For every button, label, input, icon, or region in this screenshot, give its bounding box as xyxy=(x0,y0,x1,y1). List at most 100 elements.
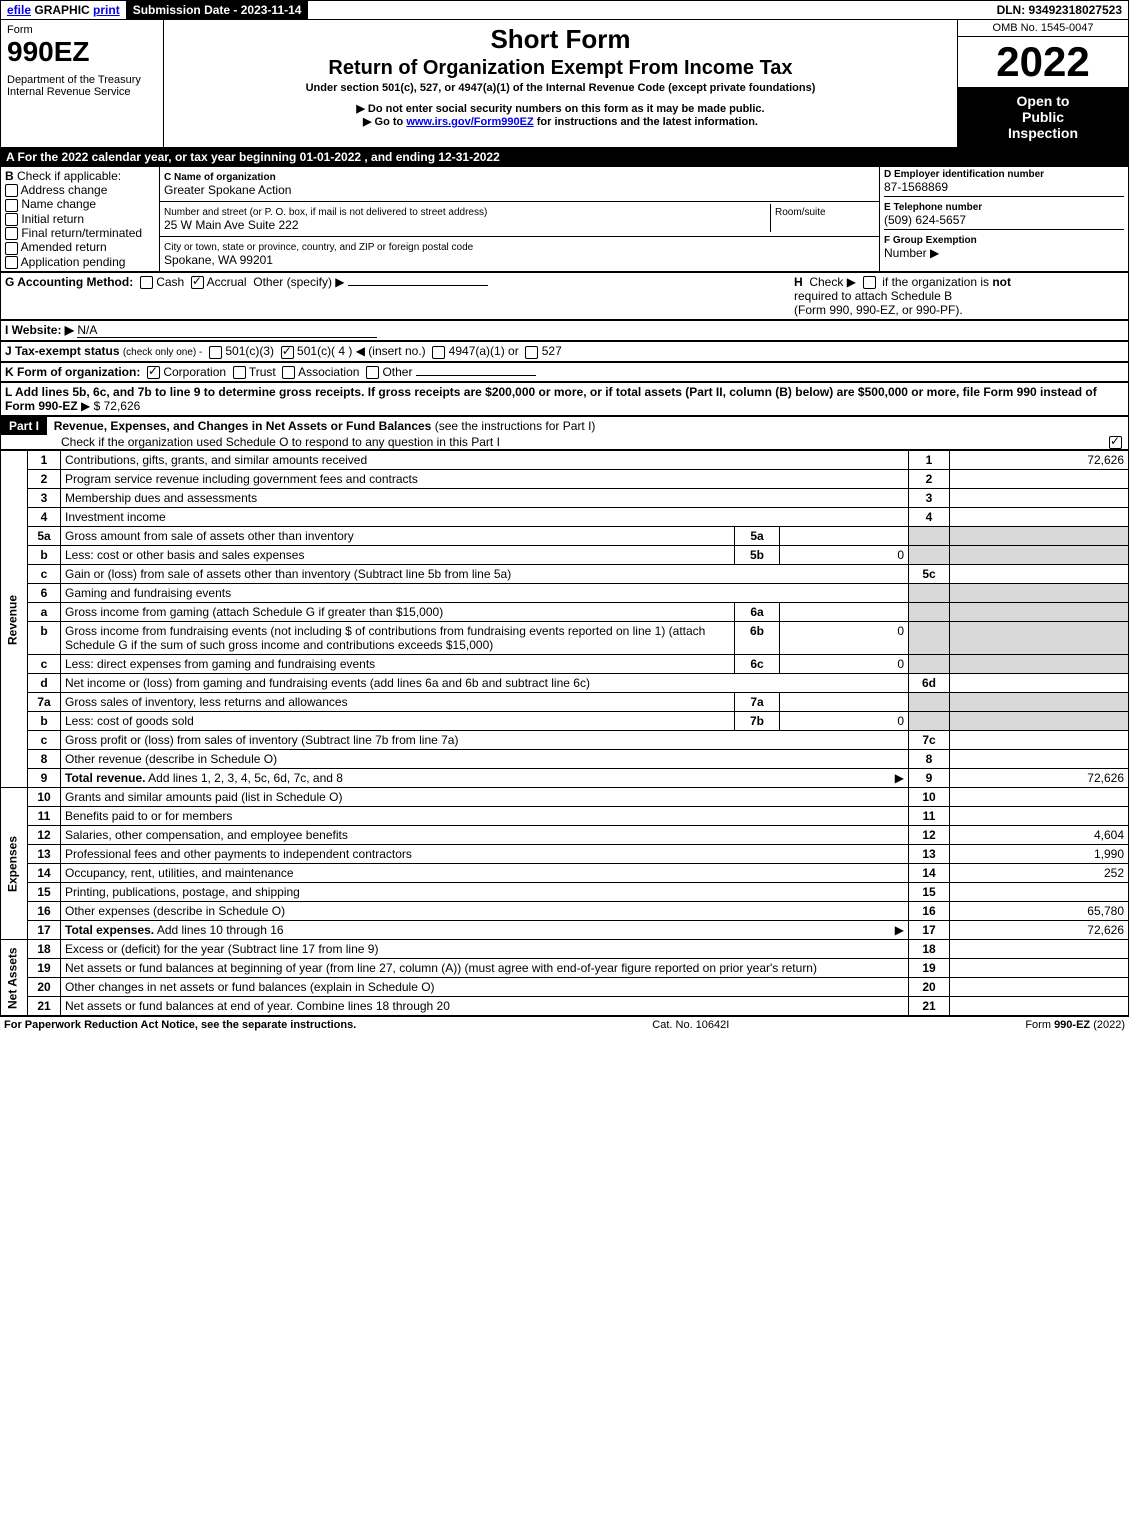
j-opt3: 4947(a)(1) or xyxy=(449,344,519,358)
row-description: Occupancy, rent, utilities, and maintena… xyxy=(61,864,909,883)
b-opt-4: Amended return xyxy=(21,240,107,254)
527-checkbox[interactable] xyxy=(525,346,538,359)
h-not: not xyxy=(992,275,1011,289)
line-number: 9 xyxy=(909,769,950,788)
gh-block: G Accounting Method: Cash Accrual Other … xyxy=(0,272,1129,320)
footer-right-bold: 990-EZ xyxy=(1054,1019,1090,1031)
arrow-icon: ▶ xyxy=(895,923,904,937)
line-value xyxy=(950,788,1129,807)
row-description: Total revenue. Add lines 1, 2, 3, 4, 5c,… xyxy=(61,769,909,788)
line-number-shaded xyxy=(909,622,950,655)
row-description: Gross amount from sale of assets other t… xyxy=(61,527,735,546)
header-left: Form 990EZ Department of the Treasury In… xyxy=(1,20,164,147)
row-description: Gain or (loss) from sale of assets other… xyxy=(61,565,909,584)
part1-check-text: Check if the organization used Schedule … xyxy=(1,435,500,449)
line-value xyxy=(950,674,1129,693)
open-to-public: Open to Public Inspection xyxy=(958,87,1128,147)
row-description: Total expenses. Add lines 10 through 16▶ xyxy=(61,921,909,940)
line-value: 72,626 xyxy=(950,451,1129,470)
irs-label: Internal Revenue Service xyxy=(7,86,157,98)
table-row: 13Professional fees and other payments t… xyxy=(1,845,1129,864)
table-row: Expenses10Grants and similar amounts pai… xyxy=(1,788,1129,807)
b-opt-1: Name change xyxy=(21,197,96,211)
row-description: Less: cost of goods sold xyxy=(61,712,735,731)
table-row: bLess: cost of goods sold7b0 xyxy=(1,712,1129,731)
other-checkbox[interactable] xyxy=(366,366,379,379)
row-number: 3 xyxy=(28,489,61,508)
table-row: 4Investment income4 xyxy=(1,508,1129,527)
sub-line-number: 7b xyxy=(735,712,780,731)
f-label: F Group Exemption xyxy=(884,235,977,246)
row-description: Printing, publications, postage, and shi… xyxy=(61,883,909,902)
table-row: 11Benefits paid to or for members11 xyxy=(1,807,1129,826)
sub-line-number: 6c xyxy=(735,655,780,674)
line-number-blank xyxy=(909,584,950,603)
header-mid: Short Form Return of Organization Exempt… xyxy=(164,20,957,147)
b-opt-3: Final return/terminated xyxy=(21,226,142,240)
row-description: Gross profit or (loss) from sales of inv… xyxy=(61,731,909,750)
row-number: 17 xyxy=(28,921,61,940)
line-value: 1,990 xyxy=(950,845,1129,864)
part1-pill: Part I xyxy=(1,417,47,435)
sub-line-number: 6b xyxy=(735,622,780,655)
line-value xyxy=(950,750,1129,769)
table-row: cGross profit or (loss) from sales of in… xyxy=(1,731,1129,750)
corp-checkbox[interactable] xyxy=(147,366,160,379)
section-vertical-label: Expenses xyxy=(1,788,28,940)
other-specify-input[interactable] xyxy=(348,285,488,286)
trust-checkbox[interactable] xyxy=(233,366,246,379)
footer-mid: Cat. No. 10642I xyxy=(652,1019,729,1031)
line-value-shaded xyxy=(950,693,1129,712)
line-value-shaded xyxy=(950,546,1129,565)
topbar: efile GRAPHIC print Submission Date - 20… xyxy=(0,0,1129,20)
line-value: 65,780 xyxy=(950,902,1129,921)
h-text3: required to attach Schedule B xyxy=(794,289,952,303)
g-label: G Accounting Method: xyxy=(5,275,133,289)
dept-label: Department of the Treasury xyxy=(7,74,157,86)
initial-return-checkbox[interactable] xyxy=(5,213,18,226)
graphic-label: GRAPHIC xyxy=(34,3,89,17)
line-number: 21 xyxy=(909,997,950,1016)
j-sub: (check only one) - xyxy=(123,347,202,358)
row-number: 7a xyxy=(28,693,61,712)
row-description: Gaming and fundraising events xyxy=(61,584,909,603)
line-number: 7c xyxy=(909,731,950,750)
ssn-warning: ▶ Do not enter social security numbers o… xyxy=(170,102,951,115)
h-checkbox[interactable] xyxy=(863,276,876,289)
irs-link[interactable]: www.irs.gov/Form990EZ xyxy=(406,116,533,128)
501c3-checkbox[interactable] xyxy=(209,346,222,359)
h-text4: (Form 990, 990-EZ, or 990-PF). xyxy=(794,303,963,317)
row-number: 10 xyxy=(28,788,61,807)
row-description: Gross income from fundraising events (no… xyxy=(61,622,735,655)
accrual-checkbox[interactable] xyxy=(191,276,204,289)
efile-link[interactable]: efile xyxy=(7,3,31,17)
section-c-addr: Number and street (or P. O. box, if mail… xyxy=(160,201,880,236)
table-row: bGross income from fundraising events (n… xyxy=(1,622,1129,655)
application-pending-checkbox[interactable] xyxy=(5,256,18,269)
k-other-input[interactable] xyxy=(416,375,536,376)
print-link[interactable]: print xyxy=(93,3,120,17)
c-label: C Name of organization xyxy=(164,172,276,183)
k-other: Other xyxy=(382,365,412,379)
row-number: 13 xyxy=(28,845,61,864)
j-opt4: 527 xyxy=(542,344,562,358)
city-value: Spokane, WA 99201 xyxy=(164,253,273,267)
line-h: H Check ▶ if the organization is not req… xyxy=(790,272,1129,319)
assoc-checkbox[interactable] xyxy=(282,366,295,379)
line-value xyxy=(950,731,1129,750)
room-label: Room/suite xyxy=(775,207,826,218)
cash-checkbox[interactable] xyxy=(140,276,153,289)
line-value: 72,626 xyxy=(950,921,1129,940)
amended-return-checkbox[interactable] xyxy=(5,242,18,255)
footer-left: For Paperwork Reduction Act Notice, see … xyxy=(4,1019,356,1031)
row-number: b xyxy=(28,712,61,731)
goto-line: ▶ Go to www.irs.gov/Form990EZ for instru… xyxy=(170,115,951,128)
501c-checkbox[interactable] xyxy=(281,346,294,359)
line-a-bar: A For the 2022 calendar year, or tax yea… xyxy=(0,148,1129,166)
part1-checkbox[interactable] xyxy=(1109,436,1122,449)
address-change-checkbox[interactable] xyxy=(5,184,18,197)
name-change-checkbox[interactable] xyxy=(5,199,18,212)
final-return-checkbox[interactable] xyxy=(5,227,18,240)
4947-checkbox[interactable] xyxy=(432,346,445,359)
line-j-block: J Tax-exempt status (check only one) - 5… xyxy=(0,341,1129,361)
